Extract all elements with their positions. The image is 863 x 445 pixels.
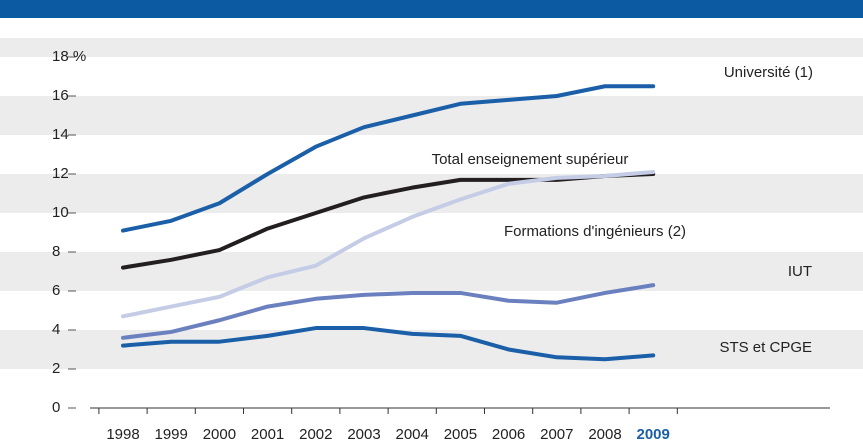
x-tick-label: 2009 [637,426,670,443]
grid-band [0,135,863,174]
y-tick-label: 16 [52,87,69,104]
grid-band [0,213,863,252]
series-line [121,170,656,319]
header-bar [0,0,863,18]
x-tick-label: 2000 [203,426,236,443]
x-tick-label: 1998 [106,426,139,443]
x-tick-label: 2005 [444,426,477,443]
grid-band [0,57,863,96]
series-label: STS et CPGE [719,339,812,356]
y-tick-label: 2 [52,360,60,377]
x-tick-label: 2008 [588,426,621,443]
y-tick-label: 4 [52,321,60,338]
series-label: Formations d'ingénieurs (2) [504,223,686,240]
x-tick-label: 2001 [251,426,284,443]
y-tick-label: 8 [52,243,60,260]
series-line [121,84,656,233]
x-tick-label: 1999 [155,426,188,443]
y-tick-label: 12 [52,165,69,182]
x-tick-label: 2002 [299,426,332,443]
series-line [121,326,656,362]
y-tick-label: 10 [52,204,69,221]
x-tick-label: 2003 [347,426,380,443]
grid-band [0,369,863,408]
y-tick-label: 0 [52,399,60,416]
series-label: Total enseignement supérieur [432,151,629,168]
y-tick-label: 14 [52,126,69,143]
series-label: IUT [788,263,812,280]
grid-band [0,291,863,330]
y-tick-label: 18 % [52,48,86,65]
series-line [121,283,656,340]
x-tick-label: 2004 [396,426,429,443]
x-tick-label: 2007 [540,426,573,443]
series-label: Université (1) [724,64,813,81]
y-tick-label: 6 [52,282,60,299]
x-tick-label: 2006 [492,426,525,443]
